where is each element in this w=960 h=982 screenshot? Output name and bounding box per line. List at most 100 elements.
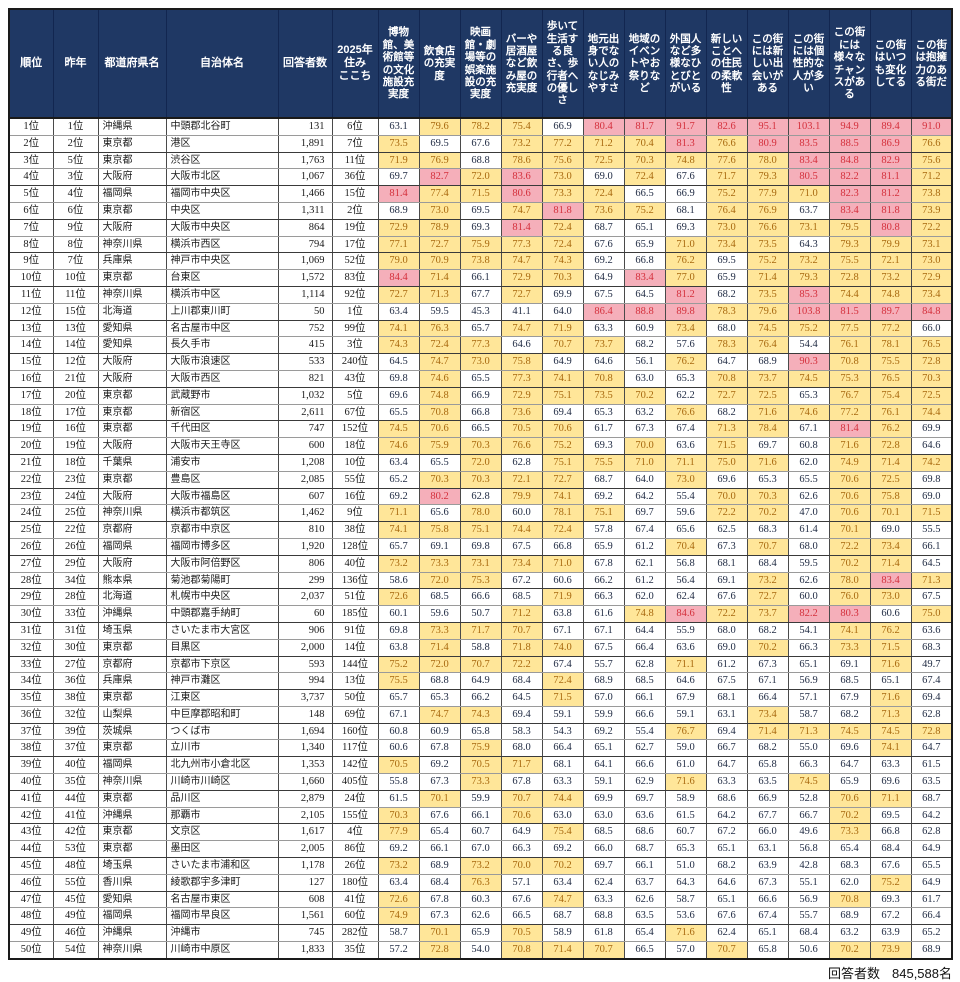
score-cell: 70.8 (828, 891, 871, 909)
livability-rank-cell: 185位 (331, 605, 379, 623)
livability-rank-cell: 60位 (331, 907, 379, 926)
livability-rank-cell: 142位 (331, 756, 379, 775)
municipality-cell: つくば市 (165, 723, 279, 741)
score-cell: 68.9 (582, 672, 625, 691)
prefecture-cell: 神奈川県 (97, 941, 167, 960)
score-cell: 69.3 (582, 437, 625, 455)
score-cell: 82.3 (828, 185, 871, 203)
score-cell: 76.7 (828, 387, 871, 405)
prefecture-cell: 東京都 (97, 202, 167, 220)
score-cell: 68.5 (418, 588, 461, 607)
score-cell: 74.5 (828, 723, 871, 741)
score-cell: 75.4 (541, 823, 584, 842)
municipality-cell: 浦安市 (165, 454, 279, 472)
prefecture-cell: 大阪府 (97, 370, 167, 388)
municipality-cell: 文京区 (165, 823, 279, 842)
table-row: 11位 11位 神奈川県 横浜市中区 1,114 92位 72.7 71.3 67.7 72.7 6… (8, 286, 953, 304)
score-cell: 71.6 (746, 454, 789, 472)
score-cell: 72.5 (910, 387, 953, 405)
score-cell: 69.8 (377, 622, 420, 640)
score-cell: 68.9 (828, 907, 871, 926)
score-cell: 70.8 (418, 404, 461, 422)
score-cell: 76.3 (459, 874, 502, 892)
score-cell: 54.3 (541, 723, 584, 741)
score-cell: 71.3 (705, 420, 748, 439)
score-cell: 78.4 (746, 420, 789, 439)
prev-year-rank-cell: 19位 (52, 437, 99, 455)
score-cell: 69.1 (705, 572, 748, 590)
score-cell: 74.2 (910, 454, 953, 472)
score-cell: 62.8 (910, 823, 953, 842)
score-cell: 62.2 (664, 387, 707, 405)
score-cell: 86.9 (869, 135, 912, 153)
score-cell: 72.5 (746, 387, 789, 405)
score-cell: 67.4 (746, 907, 789, 926)
rank-cell: 21位 (8, 454, 54, 472)
score-cell: 70.8 (828, 353, 871, 371)
score-cell: 75.9 (459, 739, 502, 758)
score-cell: 70.6 (828, 504, 871, 523)
score-cell: 66.6 (746, 891, 789, 909)
score-cell: 71.8 (500, 639, 543, 657)
score-cell: 67.5 (582, 639, 625, 657)
score-cell: 66.0 (582, 840, 625, 859)
livability-rank-cell: 144位 (331, 656, 379, 674)
municipality-cell: 豊島区 (165, 471, 279, 489)
score-cell: 58.9 (664, 790, 707, 808)
respondents-cell: 1,572 (277, 269, 333, 287)
score-cell: 64.6 (705, 874, 748, 892)
score-cell: 64.7 (705, 756, 748, 775)
respondents-cell: 1,617 (277, 823, 333, 842)
score-cell: 59.0 (664, 739, 707, 758)
score-cell: 81.1 (869, 168, 912, 187)
municipality-cell: 武蔵野市 (165, 387, 279, 405)
score-cell: 82.2 (787, 605, 830, 623)
score-cell: 71.6 (746, 404, 789, 422)
score-column-header: 外国人など多様なひとびとがいる (664, 8, 707, 119)
score-cell: 75.4 (500, 118, 543, 136)
score-cell: 69.5 (418, 135, 461, 153)
score-cell: 68.0 (705, 320, 748, 338)
score-cell: 68.1 (705, 555, 748, 573)
score-cell: 66.8 (459, 404, 502, 422)
prefecture-cell: 大阪府 (97, 555, 167, 573)
score-cell: 91.0 (910, 118, 953, 136)
score-cell: 68.6 (623, 823, 666, 842)
score-cell: 49.6 (787, 823, 830, 842)
rank-cell: 32位 (8, 639, 54, 657)
score-cell: 72.8 (828, 269, 871, 287)
score-cell: 78.1 (541, 504, 584, 523)
score-cell: 63.7 (623, 874, 666, 892)
score-cell: 71.1 (869, 790, 912, 808)
score-cell: 68.8 (582, 907, 625, 926)
score-cell: 65.4 (828, 840, 871, 859)
score-cell: 75.5 (869, 353, 912, 371)
score-cell: 72.7 (418, 236, 461, 254)
score-cell: 42.8 (787, 857, 830, 875)
livability-rank-cell: 152位 (331, 420, 379, 439)
livability-rank-cell: 55位 (331, 471, 379, 489)
livability-rank-cell: 40位 (331, 555, 379, 573)
score-cell: 67.6 (582, 236, 625, 254)
score-column-header: 歩いて生活する良さ、歩行者への優しさ (541, 8, 584, 119)
score-cell: 73.4 (869, 538, 912, 556)
score-cell: 65.3 (582, 404, 625, 422)
table-row: 38位 37位 東京都 立川市 1,340 117位 60.6 67.8 75.9 68.0 66.… (8, 739, 953, 758)
table-row: 2位 2位 東京都 港区 1,891 7位 73.5 69.5 67.6 73.2 77.2 71.2… (8, 135, 953, 153)
prev-year-rank-cell: 2位 (52, 135, 99, 153)
municipality-cell: 札幌市中央区 (165, 588, 279, 607)
score-cell: 81.5 (828, 303, 871, 321)
score-cell: 77.9 (377, 823, 420, 842)
score-cell: 72.2 (500, 656, 543, 674)
score-cell: 61.2 (705, 656, 748, 674)
score-cell: 68.2 (746, 622, 789, 640)
score-cell: 82.7 (418, 168, 461, 187)
score-cell: 70.3 (459, 437, 502, 455)
livability-rank-cell: 128位 (331, 538, 379, 556)
score-cell: 58.9 (541, 924, 584, 943)
prefecture-cell: 東京都 (97, 420, 167, 439)
prefecture-cell: 沖縄県 (97, 605, 167, 623)
prefecture-cell: 福岡県 (97, 756, 167, 775)
livability-rank-cell: 136位 (331, 572, 379, 590)
score-cell: 66.3 (500, 840, 543, 859)
